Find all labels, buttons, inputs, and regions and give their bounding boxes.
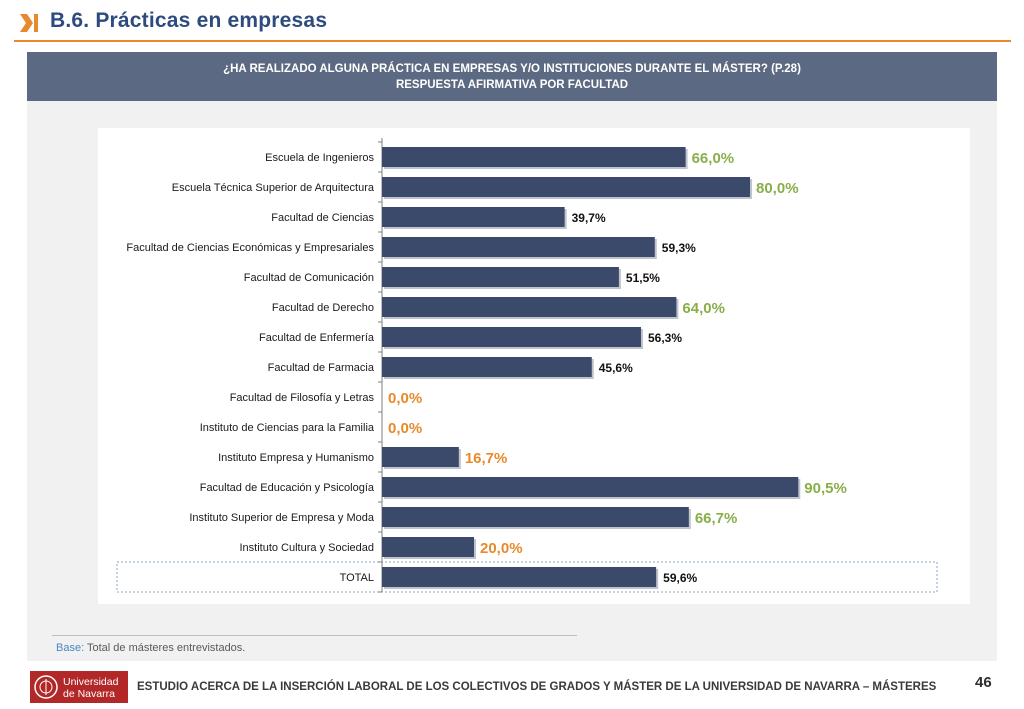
bar bbox=[382, 327, 641, 347]
category-label: Facultad de Derecho bbox=[272, 302, 374, 314]
category-label: Instituto Empresa y Humanismo bbox=[218, 452, 374, 464]
title-underline bbox=[14, 40, 1011, 42]
bar bbox=[382, 357, 592, 377]
chart-area: Escuela de Ingenieros 66,0% Escuela Técnic… bbox=[98, 128, 970, 604]
bar bbox=[382, 177, 750, 197]
category-label: Facultad de Ciencias Económicas y Empres… bbox=[126, 242, 374, 254]
bar bbox=[382, 477, 799, 497]
base-text: Total de másteres entrevistados. bbox=[87, 642, 246, 654]
logo-text-1: Universidad bbox=[63, 676, 119, 688]
base-note: Base: Total de másteres entrevistados. bbox=[56, 642, 245, 654]
question-banner: ¿HA REALIZADO ALGUNA PRÁCTICA EN EMPRESA… bbox=[27, 52, 997, 101]
category-label: Instituto Superior de Empresa y Moda bbox=[189, 512, 375, 524]
category-label: Facultad de Farmacia bbox=[268, 362, 375, 374]
question-subtitle: RESPUESTA AFIRMATIVA POR FACULTAD bbox=[395, 79, 629, 91]
category-label: Facultad de Ciencias bbox=[271, 212, 374, 224]
base-divider bbox=[52, 635, 577, 636]
page-number: 46 bbox=[975, 674, 992, 691]
category-label: Facultad de Enfermería bbox=[259, 332, 375, 344]
data-label: 20,0% bbox=[480, 540, 523, 557]
university-logo: Universidad de Navarra bbox=[30, 671, 128, 703]
bar bbox=[382, 267, 619, 287]
data-label: 59,3% bbox=[662, 241, 696, 255]
category-label: Facultad de Comunicación bbox=[244, 272, 374, 284]
category-label: Instituto de Ciencias para la Familia bbox=[200, 422, 375, 434]
category-label: Facultad de Educación y Psicología bbox=[200, 482, 375, 494]
data-label: 64,0% bbox=[682, 300, 725, 317]
data-label: 90,5% bbox=[804, 480, 847, 497]
category-label: Facultad de Filosofía y Letras bbox=[230, 392, 375, 404]
university-seal-icon: Universidad de Navarra bbox=[34, 675, 119, 700]
bar bbox=[382, 237, 655, 257]
logo-text-2: de Navarra bbox=[63, 688, 115, 700]
category-label: Escuela Técnica Superior de Arquitectura bbox=[172, 182, 375, 194]
data-label: 0,0% bbox=[388, 390, 422, 407]
bar bbox=[382, 447, 459, 467]
bar-chart: Escuela de Ingenieros 66,0% Escuela Técnic… bbox=[116, 138, 938, 593]
bar bbox=[382, 147, 686, 167]
page-title: B.6. Prácticas en empresas bbox=[50, 9, 328, 32]
data-label: 66,0% bbox=[692, 150, 735, 167]
bar bbox=[382, 537, 474, 557]
data-label: 59,6% bbox=[663, 571, 697, 585]
data-label: 51,5% bbox=[626, 271, 660, 285]
question-text: ¿HA REALIZADO ALGUNA PRÁCTICA EN EMPRESA… bbox=[223, 63, 801, 75]
data-label: 56,3% bbox=[648, 331, 682, 345]
category-label: TOTAL bbox=[340, 572, 374, 584]
data-label: 45,6% bbox=[599, 361, 633, 375]
data-label: 80,0% bbox=[756, 180, 799, 197]
bar bbox=[382, 297, 677, 317]
bar bbox=[382, 507, 689, 527]
data-label: 39,7% bbox=[572, 211, 606, 225]
data-label: 0,0% bbox=[388, 420, 422, 437]
category-label: Escuela de Ingenieros bbox=[265, 152, 374, 164]
bar bbox=[382, 567, 657, 587]
data-label: 16,7% bbox=[465, 450, 508, 467]
footer-text: ESTUDIO ACERCA DE LA INSERCIÓN LABORAL D… bbox=[137, 681, 937, 693]
chevron-bar-icon bbox=[20, 14, 38, 32]
data-label: 66,7% bbox=[695, 510, 738, 527]
category-label: Instituto Cultura y Sociedad bbox=[239, 542, 374, 554]
base-label: Base: bbox=[56, 642, 85, 654]
bar bbox=[382, 207, 565, 227]
total-highlight-box bbox=[116, 561, 938, 593]
